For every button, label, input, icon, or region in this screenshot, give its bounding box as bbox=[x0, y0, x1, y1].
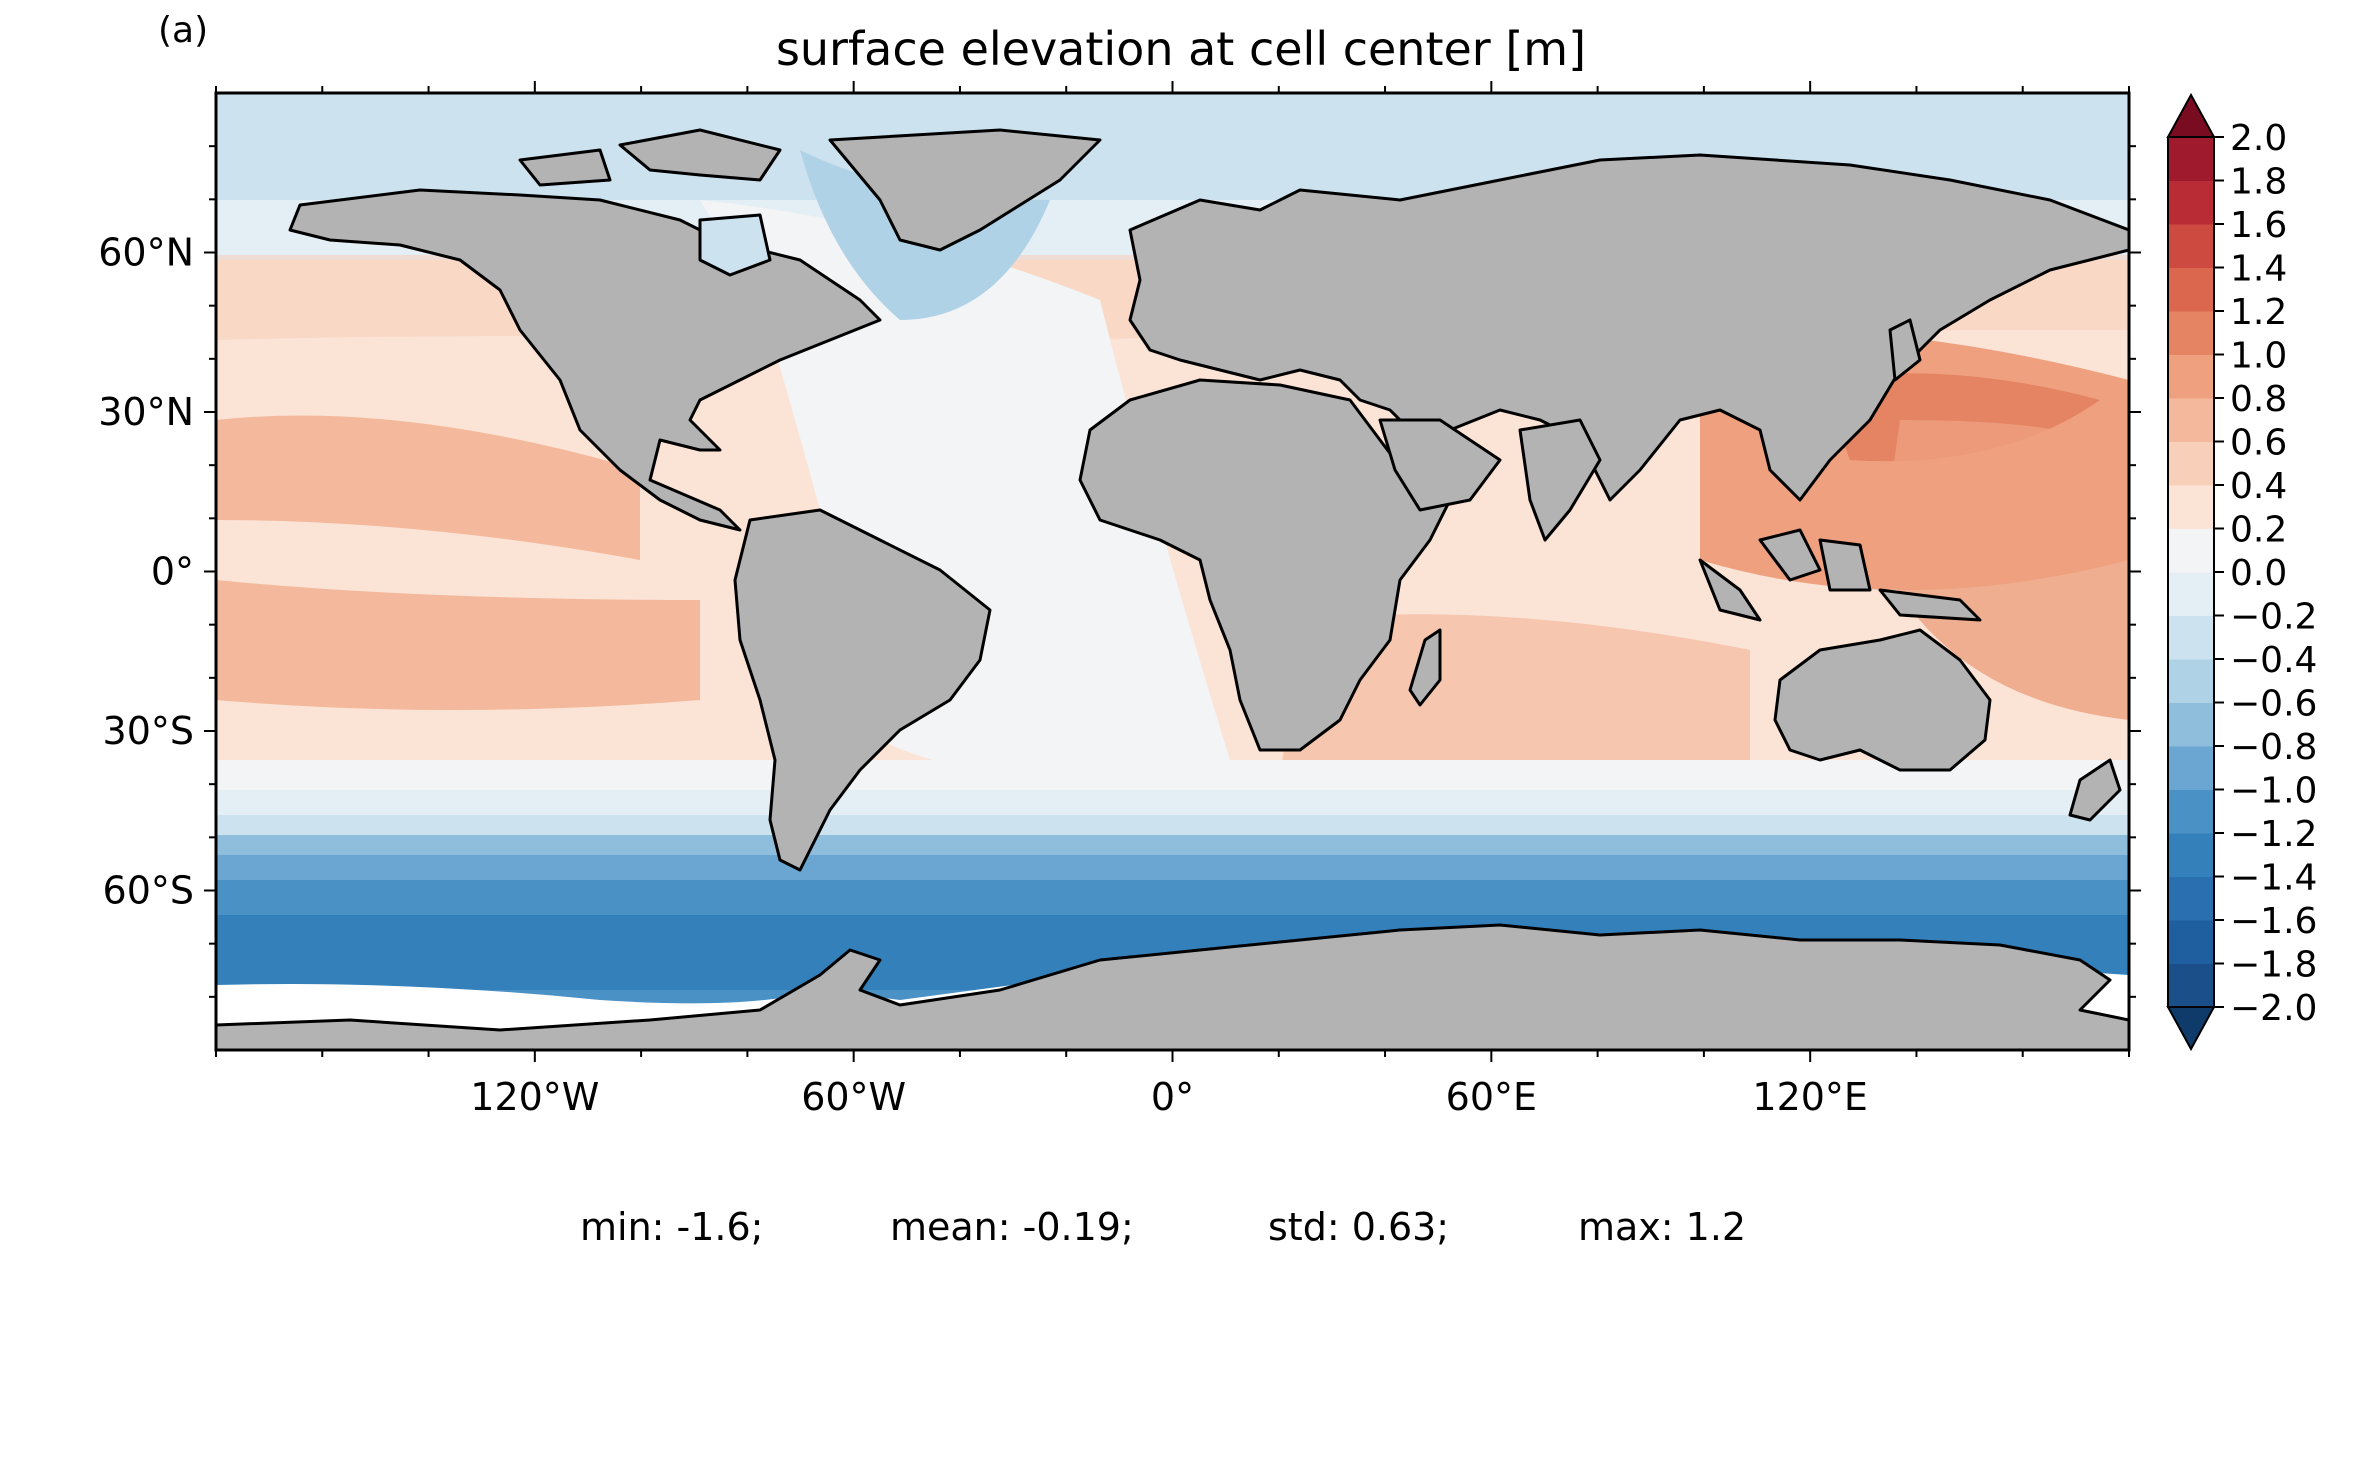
antarctica-shape bbox=[216, 923, 2129, 1050]
y-tick-label: 60°N bbox=[98, 231, 194, 275]
y-tick-label: 30°N bbox=[98, 390, 194, 434]
x-tick-label: 120°W bbox=[470, 1075, 599, 1119]
eurasia-shape bbox=[1128, 153, 2129, 502]
y-tick-label: 0° bbox=[151, 550, 194, 594]
y-tick-label: 60°S bbox=[103, 869, 194, 913]
stat-min: min: -1.6; bbox=[580, 1205, 764, 1249]
y-axis: 60°N 30°N 0° 30°S 60°S bbox=[98, 145, 2141, 998]
map-title: surface elevation at cell center [m] bbox=[0, 22, 2362, 76]
colorbar-segment bbox=[2168, 485, 2214, 529]
colorbar-label: 1.6 bbox=[2230, 205, 2287, 246]
colorbar-label: 0.0 bbox=[2230, 553, 2287, 594]
colorbar-label: 1.0 bbox=[2230, 336, 2287, 377]
colorbar-segment bbox=[2168, 572, 2214, 616]
colorbar-segment bbox=[2168, 137, 2214, 181]
australia-shape bbox=[1773, 628, 1992, 772]
colorbar-segment bbox=[2168, 528, 2214, 573]
colorbar-segment bbox=[2168, 920, 2214, 964]
colorbar-label: −0.6 bbox=[2230, 684, 2317, 725]
land-masses bbox=[216, 128, 2129, 1050]
colorbar: −2.0−1.8−1.6−1.4−1.2−1.0−0.8−0.6−0.4−0.2… bbox=[2166, 92, 2317, 1052]
x-tick-label: 0° bbox=[1151, 1075, 1194, 1119]
colorbar-label: 2.0 bbox=[2230, 118, 2287, 159]
colorbar-segment bbox=[2168, 441, 2214, 486]
colorbar-segment bbox=[2168, 963, 2214, 1008]
colorbar-segment bbox=[2168, 224, 2214, 268]
colorbar-segment bbox=[2168, 311, 2214, 355]
colorbar-extend-low bbox=[2166, 1006, 2216, 1052]
africa-shape bbox=[1078, 378, 1452, 752]
x-tick-label: 120°E bbox=[1752, 1075, 1868, 1119]
x-tick-label: 60°E bbox=[1446, 1075, 1537, 1119]
colorbar-label: −1.0 bbox=[2230, 771, 2317, 812]
colorbar-extend-high bbox=[2166, 92, 2216, 138]
colorbar-segment bbox=[2168, 659, 2214, 703]
panel-label: (a) bbox=[158, 10, 209, 51]
colorbar-label: 1.2 bbox=[2230, 292, 2287, 333]
x-axis: 120°W 60°W 0° 60°E 120°E bbox=[215, 81, 2130, 1119]
colorbar-label: −1.2 bbox=[2230, 814, 2317, 855]
stat-max: max: 1.2 bbox=[1578, 1205, 1747, 1249]
colorbar-segment bbox=[2168, 833, 2214, 877]
colorbar-segment bbox=[2168, 702, 2214, 747]
colorbar-label: −0.8 bbox=[2230, 727, 2317, 768]
colorbar-label: 0.8 bbox=[2230, 379, 2287, 420]
stats-line: min: -1.6; mean: -0.19; std: 0.63; max: … bbox=[0, 1205, 2362, 1469]
stat-mean: mean: -0.19; bbox=[890, 1205, 1134, 1249]
map-title-text: surface elevation at cell center [m] bbox=[775, 22, 1587, 76]
colorbar-label: −1.6 bbox=[2230, 901, 2317, 942]
colorbar-segment bbox=[2168, 354, 2214, 399]
colorbar-label: 1.4 bbox=[2230, 249, 2287, 290]
colorbar-segment bbox=[2168, 180, 2214, 225]
colorbar-segment bbox=[2168, 746, 2214, 790]
stat-std: std: 0.63; bbox=[1268, 1205, 1450, 1249]
colorbar-label: −2.0 bbox=[2230, 988, 2317, 1029]
x-tick-label: 60°W bbox=[801, 1075, 906, 1119]
colorbar-segment bbox=[2168, 789, 2214, 834]
map-svg: 120°W 60°W 0° 60°E 120°E 60°N30°N0°30°S60°S … bbox=[98, 81, 2317, 1119]
colorbar-segment bbox=[2168, 267, 2214, 312]
colorbar-segment bbox=[2168, 615, 2214, 660]
south-america-shape bbox=[733, 508, 992, 872]
y-tick-label: 30°S bbox=[103, 709, 194, 753]
colorbar-label: −0.2 bbox=[2230, 597, 2317, 638]
colorbar-label: −1.8 bbox=[2230, 945, 2317, 986]
colorbar-segment bbox=[2168, 876, 2214, 921]
figure: (a) surface elevation at cell center [m] bbox=[0, 10, 2362, 1249]
greenland-shape bbox=[828, 128, 1102, 252]
colorbar-label: 0.6 bbox=[2230, 423, 2287, 464]
arctic-islands-shape bbox=[618, 128, 782, 182]
colorbar-label: −1.4 bbox=[2230, 858, 2317, 899]
colorbar-label: 1.8 bbox=[2230, 162, 2287, 203]
colorbar-label: −0.4 bbox=[2230, 640, 2317, 681]
colorbar-segment bbox=[2168, 398, 2214, 442]
colorbar-label: 0.2 bbox=[2230, 510, 2287, 551]
colorbar-label: 0.4 bbox=[2230, 466, 2287, 507]
